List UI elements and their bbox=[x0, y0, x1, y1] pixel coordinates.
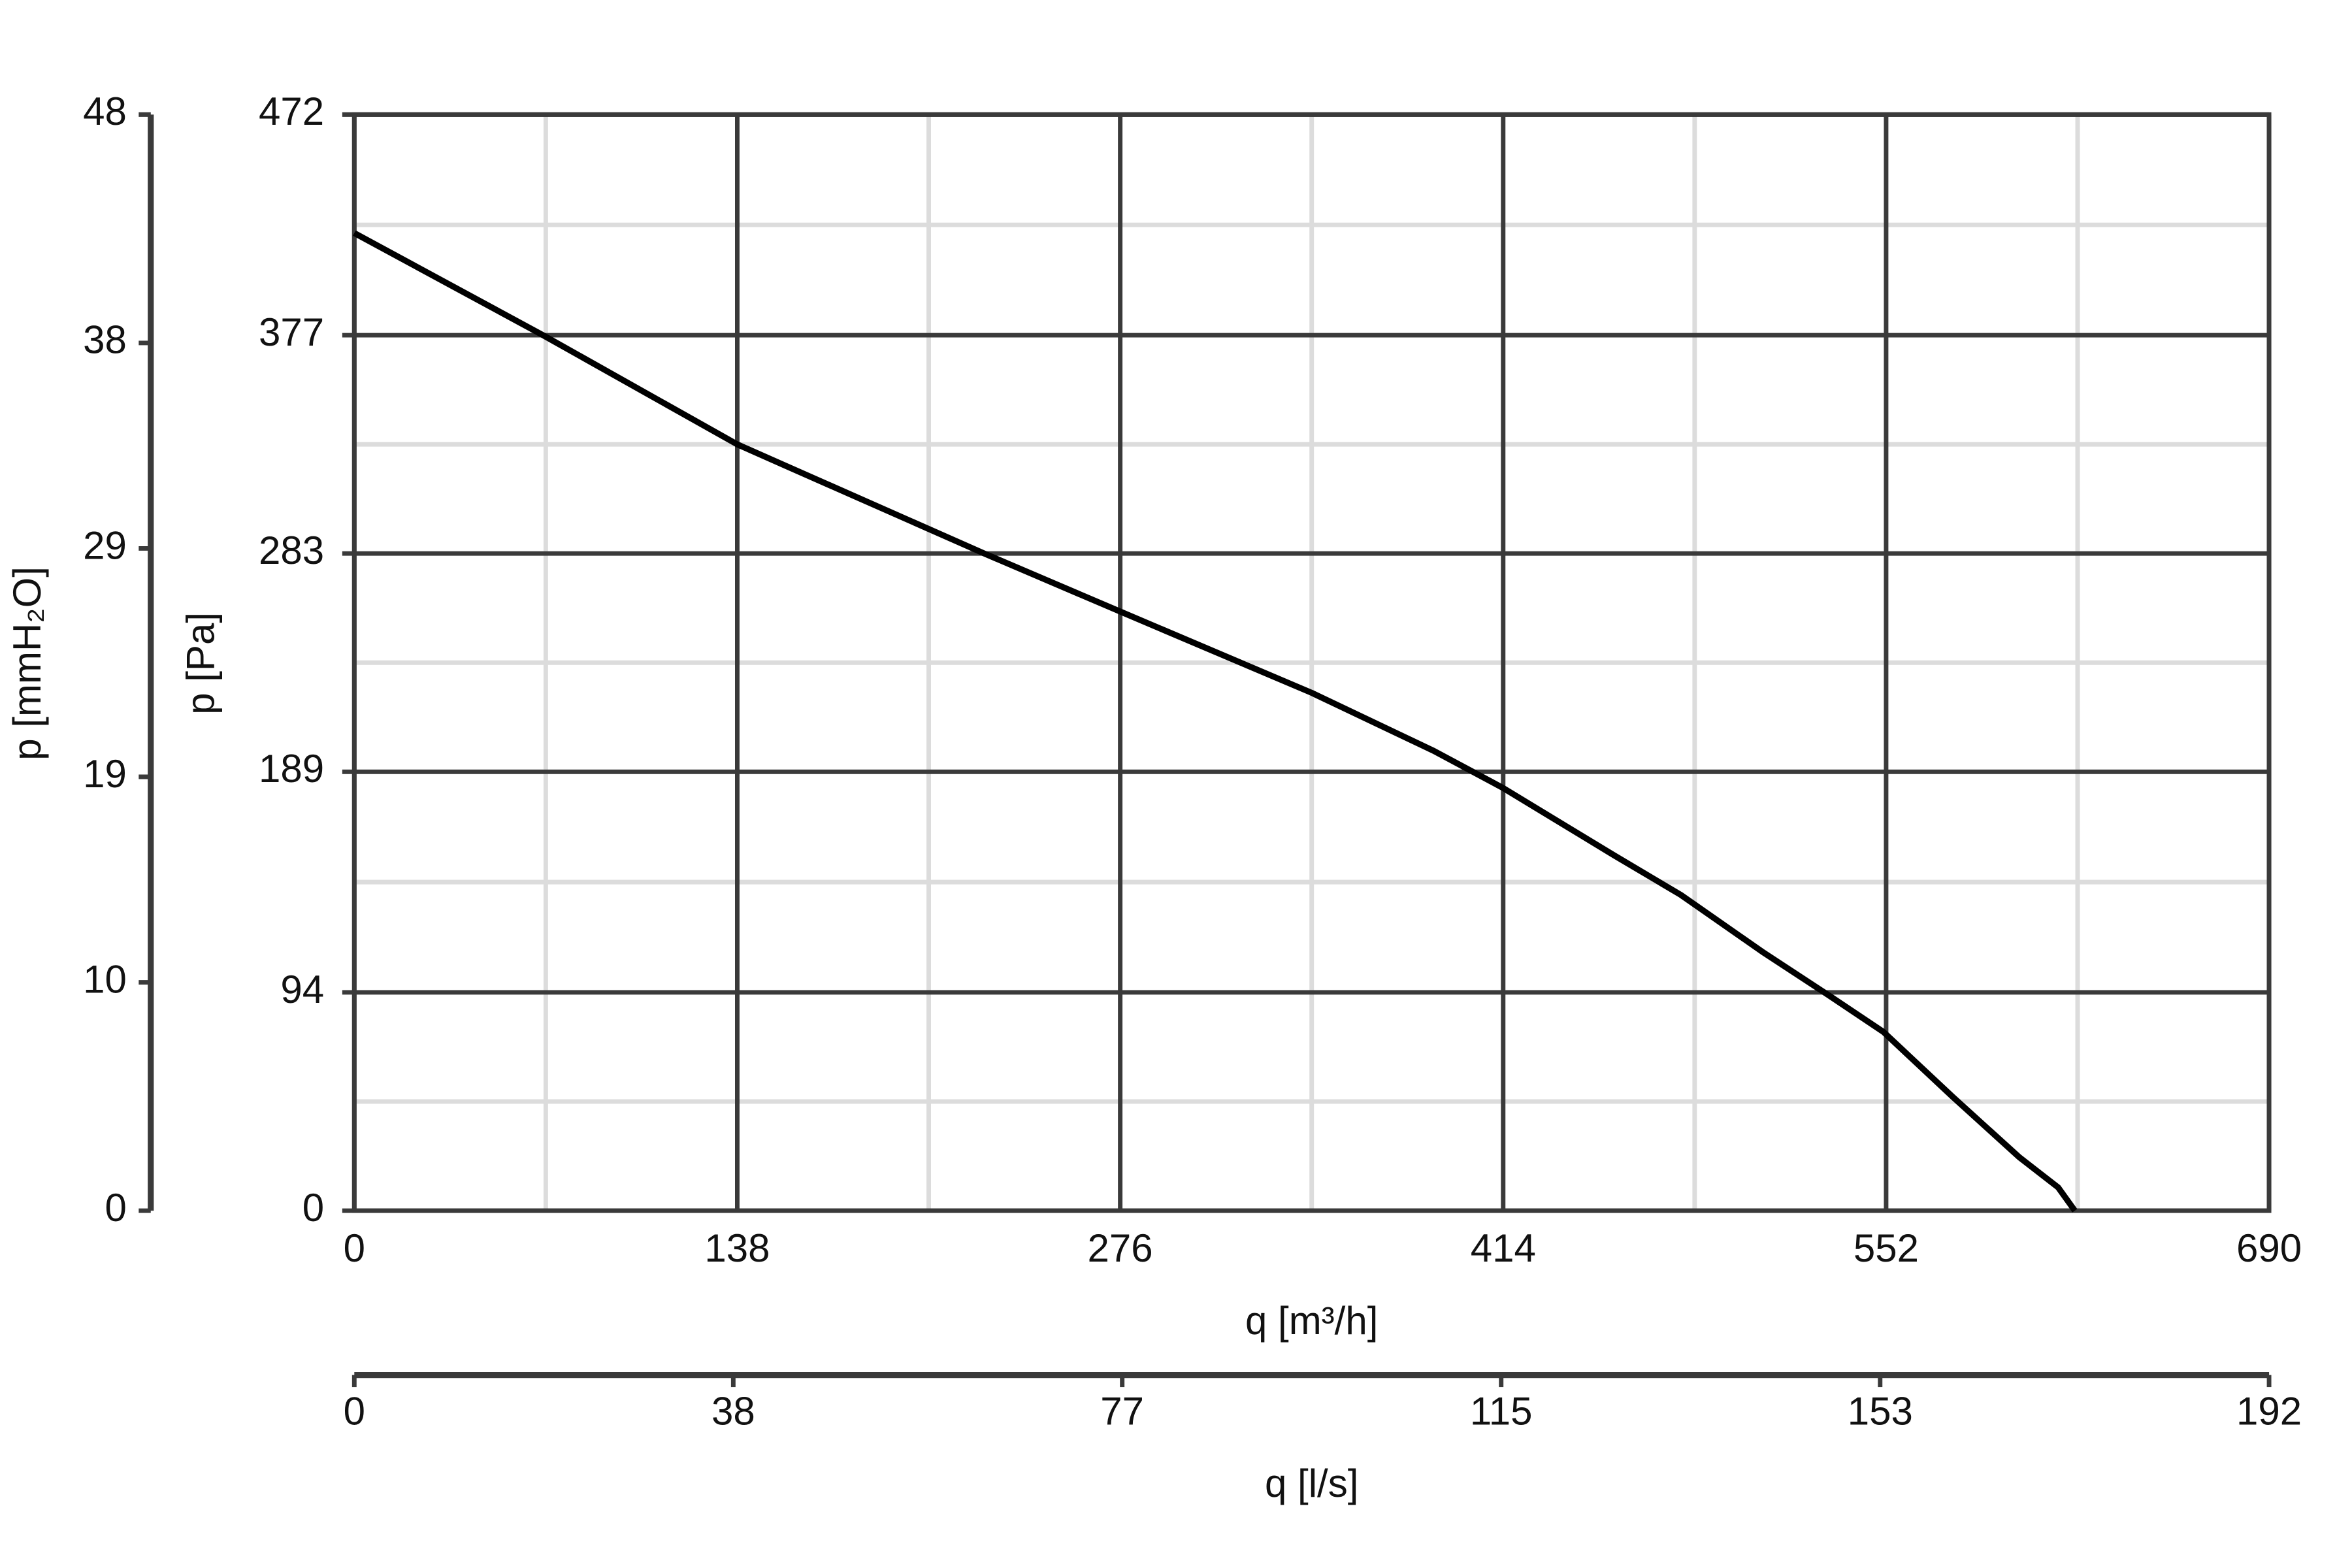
x-axis-label: q [m³/h] bbox=[1245, 1299, 1378, 1343]
y-tick-label: 0 bbox=[302, 1186, 324, 1230]
y2-tick-label: 19 bbox=[83, 752, 127, 796]
x2-tick-label: 115 bbox=[1470, 1389, 1533, 1433]
y-axis-label: p [Pa] bbox=[178, 612, 222, 715]
y2-tick-label: 0 bbox=[105, 1186, 126, 1230]
x2-axis-label: q [l/s] bbox=[1265, 1462, 1358, 1505]
x2-tick-label: 192 bbox=[2236, 1389, 2302, 1433]
y2-tick-label: 48 bbox=[83, 90, 127, 133]
curve bbox=[353, 230, 2078, 1213]
x-tick-label: 552 bbox=[1854, 1226, 1919, 1270]
x2-tick-label: 0 bbox=[344, 1389, 365, 1433]
y2-tick-label: 10 bbox=[83, 957, 127, 1001]
y-tick-label: 472 bbox=[259, 90, 324, 133]
y2-axis-label: p [mmH₂O] bbox=[5, 566, 49, 760]
plot-frame bbox=[351, 112, 2272, 1213]
y2-tick-label: 38 bbox=[83, 318, 127, 362]
y-tick-label: 377 bbox=[259, 310, 324, 354]
x-tick-label: 690 bbox=[2236, 1226, 2302, 1270]
x-tick-label: 0 bbox=[344, 1226, 365, 1270]
x-tick-label: 138 bbox=[704, 1226, 770, 1270]
y-tick-label: 189 bbox=[259, 747, 324, 791]
y2-tick-label: 29 bbox=[83, 523, 127, 567]
x2-tick-label: 38 bbox=[711, 1389, 755, 1433]
x-tick-label: 414 bbox=[1471, 1226, 1536, 1270]
x2-tick-label: 77 bbox=[1100, 1389, 1144, 1433]
y-tick-label: 94 bbox=[280, 968, 324, 1011]
x-tick-label: 276 bbox=[1088, 1226, 1153, 1270]
y-tick-label: 283 bbox=[259, 529, 324, 572]
x2-tick-label: 153 bbox=[1848, 1389, 1913, 1433]
